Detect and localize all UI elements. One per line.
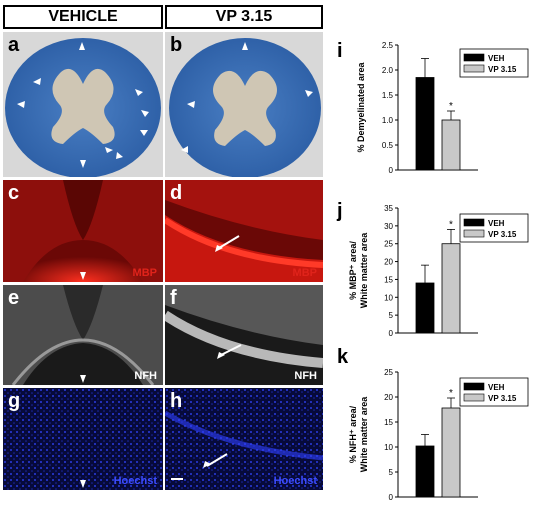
hoechst-image-h — [165, 388, 323, 490]
legend-swatch — [463, 382, 485, 391]
panel-b-luxol-vp315: b — [165, 32, 323, 177]
chart-label-k: k — [337, 346, 349, 368]
y-tick-label: 0 — [389, 329, 394, 338]
legend-label: VP 3.15 — [488, 394, 517, 403]
chart-i-demyelinated-area: % Demyelinated area00.51.01.52.02.5*VEHV… — [356, 41, 529, 175]
chart-j-mbp-area: % MBP⁺ area/White matter area 0 5 10 15 20 25 3… — [348, 204, 529, 338]
header-vp315: VP 3.15 — [165, 5, 323, 29]
panel-c-mbp-vehicle: c MBP — [3, 180, 163, 282]
scale-bar — [171, 478, 183, 480]
significance-marker: * — [449, 219, 453, 230]
arrow-e — [80, 375, 86, 383]
panel-label-h: h — [170, 390, 183, 412]
chart-k-nfh-area: % NFH⁺ area/White matter area 0 5 10 15 20 25 *… — [348, 368, 529, 502]
stain-label-g: Hoechst — [113, 475, 157, 487]
legend-swatch — [463, 53, 485, 62]
y-tick-label: 30 — [384, 222, 393, 231]
legend-label: VEH — [488, 54, 505, 63]
legend: VEH VP 3.15 — [459, 213, 529, 243]
bar-veh — [415, 77, 435, 171]
panel-f-nfh-vp315: f NFH — [165, 285, 323, 385]
arrow-d — [215, 245, 223, 252]
y-tick-label: 25 — [384, 240, 393, 249]
stain-label-d: MBP — [292, 267, 317, 279]
gray-matter-a — [51, 68, 115, 144]
legend: VEH VP 3.15 — [459, 48, 529, 78]
legend-swatch — [463, 229, 485, 238]
legend-label: VEH — [488, 219, 505, 228]
chart-label-j: j — [337, 200, 343, 222]
y-tick-label: 0 — [389, 493, 394, 502]
legend: VEH VP 3.15 — [459, 377, 529, 407]
significance-marker: * — [449, 101, 453, 112]
y-tick-label: 10 — [384, 443, 393, 452]
spinal-cord-section-b — [169, 38, 321, 177]
panel-label-e: e — [8, 287, 20, 309]
y-tick-label: 0.5 — [382, 141, 394, 150]
arrow-g — [80, 480, 86, 488]
y-tick-label: 1.5 — [382, 91, 394, 100]
spinal-cord-section-a — [5, 38, 161, 177]
y-tick-label: 0 — [389, 166, 394, 175]
y-tick-label: 2.5 — [382, 41, 394, 50]
panel-h-hoechst-vp315: h Hoechst — [165, 388, 323, 490]
legend-box — [459, 213, 529, 243]
stain-label-c: MBP — [132, 267, 157, 279]
mbp-image-c — [3, 180, 163, 282]
panel-label-b: b — [170, 34, 183, 56]
y-tick-label: 15 — [384, 418, 393, 427]
bar-vp315 — [441, 119, 461, 171]
y-axis-label: % MBP⁺ area/White matter area — [348, 232, 369, 309]
panel-label-c: c — [8, 182, 20, 204]
significance-marker: * — [449, 388, 453, 399]
panel-label-g: g — [8, 390, 21, 412]
y-tick-label: 25 — [384, 368, 393, 377]
arrow-h — [203, 461, 211, 468]
panel-a-luxol-vehicle: a — [3, 32, 163, 177]
stain-label-e: NFH — [134, 370, 157, 382]
mbp-image-d — [165, 180, 323, 282]
panel-label-d: d — [170, 182, 183, 204]
y-tick-label: 15 — [384, 275, 393, 284]
y-tick-label: 5 — [389, 468, 394, 477]
y-tick-label: 10 — [384, 293, 393, 302]
panel-d-mbp-vp315: d MBP — [165, 180, 323, 282]
y-tick-label: 5 — [389, 311, 394, 320]
y-tick-label: 20 — [384, 258, 393, 267]
bar-veh — [415, 282, 435, 334]
y-axis-label: % NFH⁺ area/White matter area — [348, 396, 369, 473]
panel-e-nfh-vehicle: e NFH — [3, 285, 163, 385]
panel-g-hoechst-vehicle: g Hoechst — [3, 388, 163, 490]
legend-label: VP 3.15 — [488, 230, 517, 239]
legend-box — [459, 377, 529, 407]
stain-label-f: NFH — [294, 370, 317, 382]
nfh-image-f — [165, 285, 323, 385]
arrow-c — [80, 272, 86, 280]
chart-label-i: i — [337, 40, 343, 62]
stain-label-h: Hoechst — [273, 475, 317, 487]
legend-swatch — [463, 64, 485, 73]
bar-vp315 — [441, 243, 461, 334]
arrow-f — [217, 352, 225, 359]
y-axis-label: % Demyelinated area — [356, 61, 366, 152]
legend-label: VEH — [488, 383, 505, 392]
y-tick-label: 1.0 — [382, 116, 394, 125]
y-tick-label: 2.0 — [382, 66, 394, 75]
nfh-image-e — [3, 285, 163, 385]
panel-label-f: f — [170, 287, 177, 309]
bar-veh — [415, 445, 435, 498]
legend-swatch — [463, 393, 485, 402]
header-vehicle: VEHICLE — [3, 5, 163, 29]
gray-matter-b — [213, 70, 277, 146]
y-tick-label: 35 — [384, 204, 393, 213]
y-tick-label: 20 — [384, 393, 393, 402]
hoechst-image-g — [3, 388, 163, 490]
panel-label-a: a — [8, 34, 20, 56]
legend-box — [459, 48, 529, 78]
legend-label: VP 3.15 — [488, 65, 517, 74]
legend-swatch — [463, 218, 485, 227]
bar-vp315 — [441, 407, 461, 498]
